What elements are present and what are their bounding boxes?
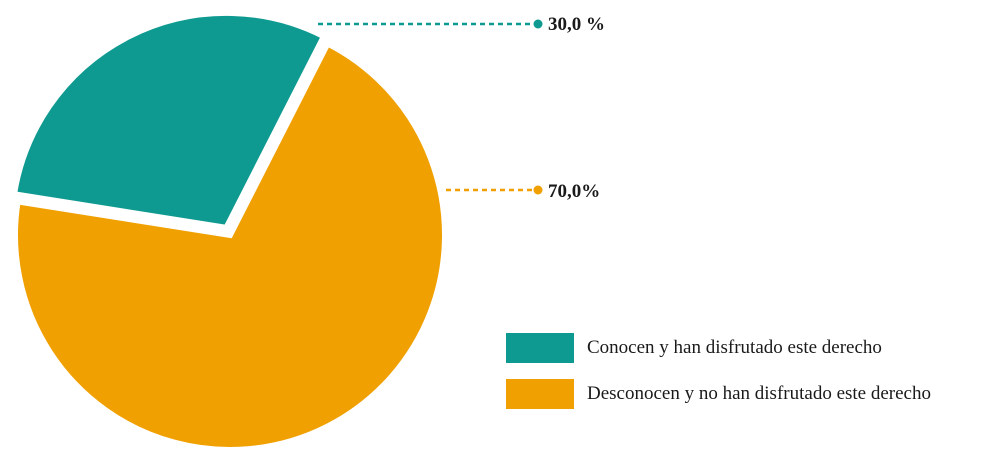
legend-item-desconocen: Desconocen y no han disfrutado este dere… — [506, 379, 931, 409]
leader-lines — [318, 19, 543, 195]
data-label-desconocen: 70,0% — [548, 181, 600, 202]
leader-dot-conocen — [533, 19, 543, 29]
legend-swatch-conocen — [506, 333, 574, 363]
pie-slice-desconocen — [12, 39, 448, 453]
legend-label-conocen: Conocen y han disfrutado este derecho — [587, 337, 882, 358]
legend-swatch-desconocen — [506, 379, 574, 409]
legend-label-desconocen: Desconocen y no han disfrutado este dere… — [587, 383, 931, 404]
data-label-conocen: 30,0 % — [548, 14, 605, 35]
pie-slice-conocen — [10, 9, 329, 232]
pie-slices — [10, 9, 448, 453]
legend-item-conocen: Conocen y han disfrutado este derecho — [506, 333, 931, 363]
legend: Conocen y han disfrutado este derecho De… — [506, 333, 931, 425]
leader-dot-desconocen — [533, 185, 543, 195]
